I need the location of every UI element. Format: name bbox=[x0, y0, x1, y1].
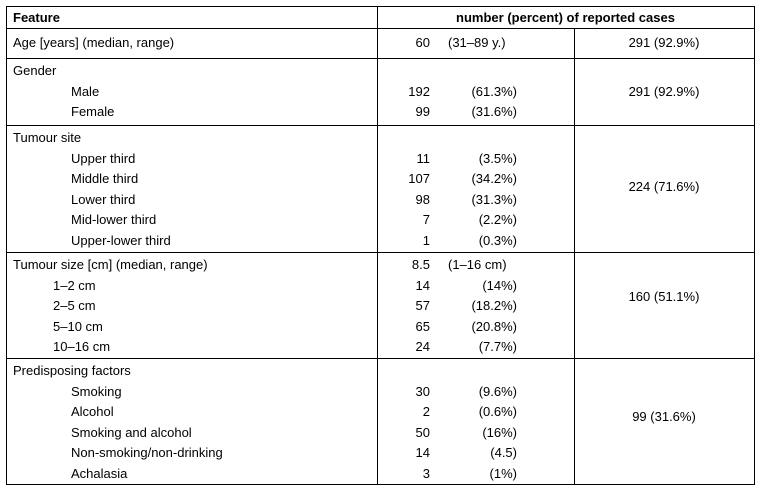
tumour-site-row-count: 98 bbox=[415, 192, 430, 207]
tumour-site-row-percent: (31.3%) bbox=[471, 192, 517, 207]
predisposing-row-label: Alcohol bbox=[71, 404, 114, 419]
section-title-tumour-site: Tumour site bbox=[13, 130, 82, 145]
row-divider bbox=[7, 28, 754, 29]
header-feature: Feature bbox=[13, 10, 60, 25]
tumour-site-row-label: Upper-lower third bbox=[71, 233, 171, 248]
data-table: Feature number (percent) of reported cas… bbox=[6, 6, 755, 485]
predisposing-row-percent: (1%) bbox=[489, 466, 517, 481]
predisposing-row-label: Achalasia bbox=[71, 466, 128, 481]
predisposing-total-cases: 99 (31.6%) bbox=[632, 409, 696, 424]
section-title-predisposing-factors: Predisposing factors bbox=[13, 363, 131, 378]
tumour-size-row-label: 10–16 cm bbox=[53, 339, 111, 354]
tumour-size-row-percent: (18.2%) bbox=[471, 298, 517, 313]
row-divider bbox=[7, 58, 754, 59]
row-divider bbox=[7, 125, 754, 126]
gender-row-label: Male bbox=[71, 84, 100, 99]
predisposing-row-percent: (9.6%) bbox=[478, 384, 517, 399]
tumour-size-row-label: 1–2 cm bbox=[53, 278, 96, 293]
predisposing-row-label: Smoking bbox=[71, 384, 122, 399]
tumour-size-row-count: 14 bbox=[415, 278, 430, 293]
tumour-site-row-label: Mid-lower third bbox=[71, 212, 157, 227]
tumour-site-row-percent: (0.3%) bbox=[478, 233, 517, 248]
gender-row-count: 192 bbox=[408, 84, 430, 99]
age-range-value: (31–89 y.) bbox=[448, 35, 506, 50]
tumour-size-total-cases: 160 (51.1%) bbox=[628, 289, 700, 304]
tumour-size-median-value: 8.5 bbox=[411, 257, 430, 272]
header-reported-cases: number (percent) of reported cases bbox=[456, 10, 675, 25]
section-title-tumour-size: Tumour size [cm] (median, range) bbox=[13, 257, 208, 272]
column-divider bbox=[377, 7, 378, 484]
predisposing-row-percent: (16%) bbox=[482, 425, 517, 440]
age-median-value: 60 bbox=[415, 35, 430, 50]
row-divider bbox=[7, 252, 754, 253]
predisposing-row-label: Smoking and alcohol bbox=[71, 425, 192, 440]
gender-row-count: 99 bbox=[415, 104, 430, 119]
tumour-site-row-percent: (2.2%) bbox=[478, 212, 517, 227]
gender-row-label: Female bbox=[71, 104, 115, 119]
tumour-site-row-percent: (3.5%) bbox=[478, 151, 517, 166]
tumour-size-row-label: 2–5 cm bbox=[53, 298, 96, 313]
tumour-site-row-count: 1 bbox=[422, 233, 430, 248]
tumour-size-row-percent: (7.7%) bbox=[478, 339, 517, 354]
gender-total-cases: 291 (92.9%) bbox=[628, 84, 700, 99]
column-divider bbox=[574, 28, 575, 484]
age-total-cases: 291 (92.9%) bbox=[628, 35, 700, 50]
gender-row-percent: (31.6%) bbox=[471, 104, 517, 119]
predisposing-row-percent: (4.5) bbox=[490, 445, 517, 460]
section-title-age: Age [years] (median, range) bbox=[13, 35, 175, 50]
predisposing-row-percent: (0.6%) bbox=[478, 404, 517, 419]
tumour-site-row-label: Upper third bbox=[71, 151, 136, 166]
tumour-site-row-percent: (34.2%) bbox=[471, 171, 517, 186]
tumour-size-range-value: (1–16 cm) bbox=[448, 257, 507, 272]
predisposing-row-label: Non-smoking/non-drinking bbox=[71, 445, 223, 460]
tumour-size-row-count: 24 bbox=[415, 339, 430, 354]
tumour-size-row-count: 65 bbox=[415, 319, 430, 334]
predisposing-row-count: 14 bbox=[415, 445, 430, 460]
tumour-size-row-count: 57 bbox=[415, 298, 430, 313]
predisposing-row-count: 3 bbox=[422, 466, 430, 481]
predisposing-row-count: 2 bbox=[422, 404, 430, 419]
tumour-size-row-percent: (14%) bbox=[482, 278, 517, 293]
tumour-site-row-count: 7 bbox=[422, 212, 430, 227]
tumour-site-row-count: 11 bbox=[416, 151, 431, 166]
gender-row-percent: (61.3%) bbox=[471, 84, 517, 99]
tumour-site-row-label: Middle third bbox=[71, 171, 139, 186]
predisposing-row-count: 50 bbox=[415, 425, 430, 440]
tumour-site-row-count: 107 bbox=[408, 171, 430, 186]
tumour-site-total-cases: 224 (71.6%) bbox=[628, 179, 700, 194]
tumour-size-row-label: 5–10 cm bbox=[53, 319, 103, 334]
tumour-site-row-label: Lower third bbox=[71, 192, 136, 207]
tumour-size-row-percent: (20.8%) bbox=[471, 319, 517, 334]
row-divider bbox=[7, 358, 754, 359]
predisposing-row-count: 30 bbox=[415, 384, 430, 399]
section-title-gender: Gender bbox=[13, 63, 57, 78]
